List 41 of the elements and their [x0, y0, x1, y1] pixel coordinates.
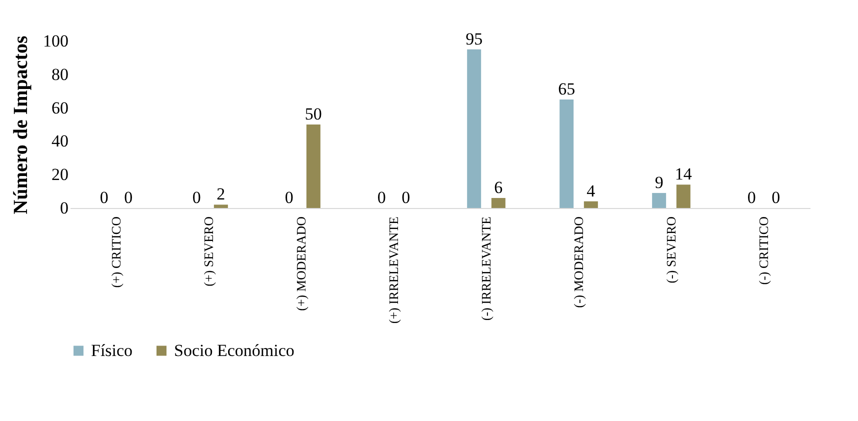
data-label: 2 [216, 184, 226, 204]
data-label: 9 [654, 172, 664, 192]
x-tick-label: (-) MODERADO [570, 216, 586, 308]
bar [560, 99, 574, 208]
y-tick-label: 80 [52, 64, 68, 84]
legend-label: Físico [91, 340, 133, 360]
y-tick-label: 100 [43, 32, 68, 50]
bar [491, 198, 506, 208]
data-label: 0 [100, 188, 108, 207]
data-label: 0 [124, 188, 133, 207]
x-tick-label: (+) CRITICO [108, 216, 124, 288]
y-axis-title: Número de Impactos [10, 36, 32, 214]
data-label: 0 [192, 188, 201, 207]
data-label: 4 [586, 181, 596, 200]
data-label: 50 [304, 104, 322, 124]
data-label: 14 [674, 164, 692, 184]
y-tick-label: 0 [60, 198, 68, 218]
x-tick-label: (+) SEVERO [200, 216, 216, 286]
data-label: 95 [466, 29, 483, 48]
data-label: 0 [284, 188, 294, 207]
data-label: 65 [558, 79, 576, 98]
data-label: 6 [494, 178, 503, 197]
data-label: 0 [747, 188, 756, 207]
legend-label: Socio Económico [174, 340, 294, 360]
data-label: 0 [402, 188, 410, 207]
data-label: 0 [377, 188, 386, 207]
y-tick-label: 40 [52, 132, 68, 151]
y-tick-label: 20 [52, 165, 68, 184]
bar [467, 49, 482, 208]
y-tick-label: 60 [52, 98, 68, 118]
x-tick-label: (-) SEVERO [663, 216, 678, 284]
x-tick-label: (+) IRRELEVANTE [386, 216, 401, 324]
bar [584, 201, 598, 208]
x-tick-label: (-) IRRELEVANTE [478, 216, 494, 321]
bar [306, 124, 320, 208]
x-tick-label: (+) MODERADO [293, 216, 308, 311]
bar [214, 204, 228, 208]
bar [676, 184, 690, 208]
x-tick-label: (-) CRITICO [756, 216, 771, 285]
data-label: 0 [772, 188, 780, 207]
bar [652, 192, 666, 208]
